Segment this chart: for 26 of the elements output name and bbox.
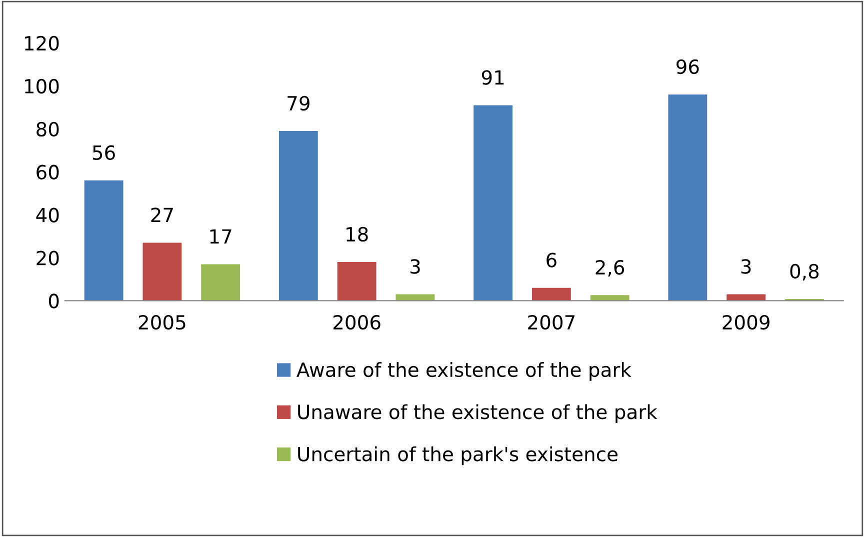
legend-label: Unaware of the existence of the park [298,404,658,424]
data-label: 18 [346,226,368,242]
y-tick-label: 100 [25,78,59,94]
y-tick-label: 60 [36,164,59,180]
data-label: 91 [482,70,504,85]
data-label: 27 [151,208,173,222]
y-tick-label: 20 [36,250,59,266]
y-tick-label: 40 [36,208,59,222]
data-label: 3 [410,259,420,274]
x-tick-label: 2006 [333,314,380,330]
data-label: 79 [288,96,310,111]
legend-label: Uncertain of the park's existence [298,446,618,466]
data-label: 3 [741,259,751,274]
y-tick-label: 80 [36,122,59,137]
x-tick-label: 2009 [722,314,770,330]
legend-label: Aware of the existence of the park [296,362,632,381]
data-label: 2,6 [596,260,624,277]
x-tick-label: 2007 [528,314,575,330]
data-label: 96 [676,59,699,74]
data-label: 56 [92,145,115,160]
x-tick-label: 2005 [138,314,186,330]
data-label: 17 [210,229,232,244]
data-label: 6 [546,252,556,268]
y-tick-label: 120 [25,36,59,51]
data-label: 0,8 [790,264,819,281]
y-tick-label: 0 [48,294,59,308]
